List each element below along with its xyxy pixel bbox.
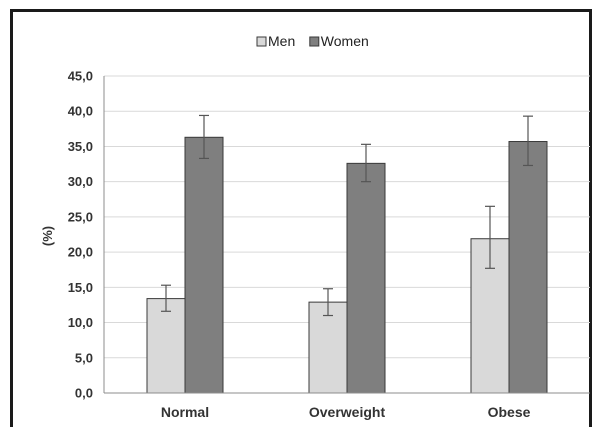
x-category-label: Overweight — [309, 404, 386, 420]
y-tick-labels: 0,0 5,0 10,0 15,0 20,0 25,0 30,0 35,0 40,0 45,0 — [68, 69, 93, 401]
y-tick-label: 10,0 — [68, 315, 93, 330]
legend-label-women: Women — [321, 33, 369, 49]
y-tick-label: 25,0 — [68, 209, 93, 224]
y-tick-label: 0,0 — [75, 386, 93, 401]
legend-label-men: Men — [268, 33, 295, 49]
legend-swatch-women — [309, 36, 320, 47]
x-category-label: Normal — [161, 404, 209, 420]
x-category-label: Obese — [488, 404, 531, 420]
y-tick-label: 45,0 — [68, 69, 93, 84]
axes — [103, 76, 590, 394]
chart-frame — [10, 9, 592, 427]
y-tick-label: 20,0 — [68, 245, 93, 260]
y-tick-label: 15,0 — [68, 280, 93, 295]
y-axis-title: (%) — [40, 226, 55, 246]
y-tick-label: 40,0 — [68, 104, 93, 119]
legend-swatch-men — [256, 36, 267, 47]
bar-women-normal — [184, 136, 224, 394]
y-tick-label: 35,0 — [68, 139, 93, 154]
error-bars — [161, 114, 533, 317]
x-category-labels: Normal Overweight Obese — [161, 404, 531, 420]
legend: Men Women — [256, 33, 369, 49]
bars — [146, 136, 548, 394]
bar-women-obese — [508, 141, 548, 394]
bar-women-overweight — [346, 162, 386, 394]
bar-men-normal — [146, 298, 186, 394]
y-tick-label: 5,0 — [75, 350, 93, 365]
y-tick-label: 30,0 — [68, 174, 93, 189]
